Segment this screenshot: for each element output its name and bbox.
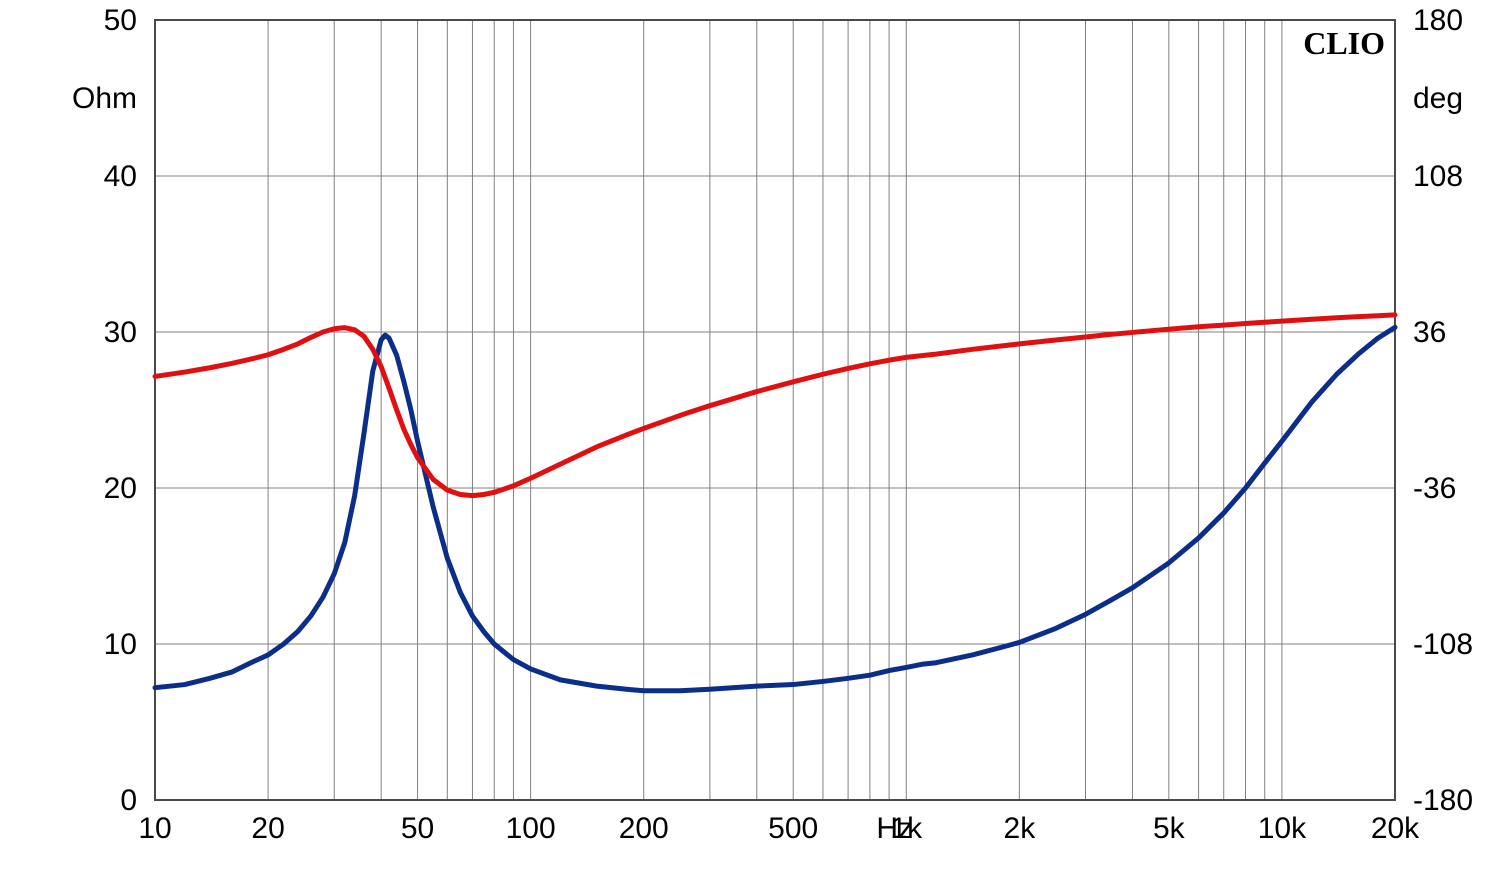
x-tick-label: 50 [401,812,434,845]
x-tick-label: 20 [251,812,284,845]
y-right-tick-label: 36 [1413,316,1446,349]
y-left-tick-label: 30 [104,316,137,349]
y-right-tick-label: -180 [1413,784,1473,817]
x-tick-label: 200 [619,812,669,845]
x-tick-label: 10 [138,812,171,845]
clio-logo: CLIO [1303,25,1385,61]
y-left-unit-label: Ohm [72,82,137,115]
y-right-tick-label: -36 [1413,472,1456,505]
y-right-tick-label: 180 [1413,4,1463,37]
y-right-tick-label: -108 [1413,628,1473,661]
x-tick-label: 500 [768,812,818,845]
y-left-tick-label: 20 [104,472,137,505]
x-tick-label: 5k [1153,812,1186,845]
x-unit-label: Hz [876,812,913,845]
y-left-tick-label: 50 [104,4,137,37]
y-right-tick-label: 108 [1413,160,1463,193]
impedance-phase-chart: 1020501002005001k2k5k10k20kHz01020304050… [0,0,1500,870]
chart-svg: 1020501002005001k2k5k10k20kHz01020304050… [0,0,1500,870]
x-tick-label: 100 [506,812,556,845]
y-right-unit-label: deg [1413,82,1463,115]
y-left-tick-label: 40 [104,160,137,193]
y-left-tick-label: 10 [104,628,137,661]
y-left-tick-label: 0 [120,784,137,817]
x-tick-label: 10k [1258,812,1307,845]
x-tick-label: 2k [1004,812,1037,845]
